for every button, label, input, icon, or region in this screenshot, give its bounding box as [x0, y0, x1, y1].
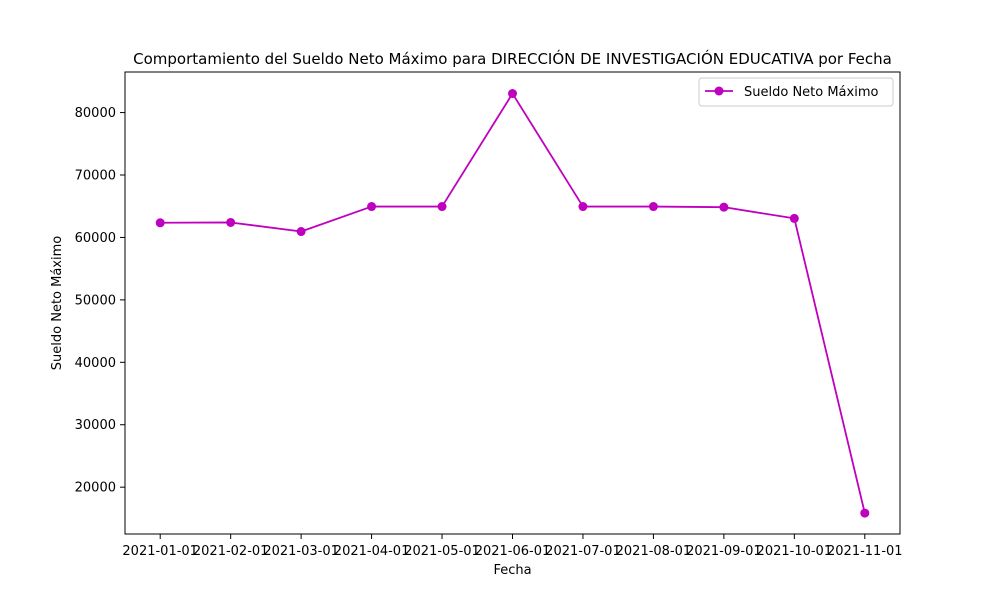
x-tick-label: 2021-09-01: [686, 544, 762, 559]
legend: Sueldo Neto Máximo: [698, 77, 894, 107]
x-tick-label: 2021-08-01: [616, 544, 692, 559]
y-tick-label: 20000: [75, 481, 116, 496]
x-axis: 2021-01-012021-02-012021-03-012021-04-01…: [122, 534, 903, 559]
y-tick-label: 70000: [75, 169, 116, 184]
data-point: [437, 202, 447, 212]
x-tick-label: 2021-01-01: [122, 544, 198, 559]
data-point: [367, 202, 377, 212]
legend-marker-swatch: [714, 86, 724, 96]
y-tick-label: 30000: [75, 418, 116, 433]
data-point: [578, 202, 588, 212]
data-point: [719, 202, 729, 212]
x-tick-label: 2021-03-01: [263, 544, 339, 559]
data-point: [155, 218, 165, 228]
x-tick-label: 2021-07-01: [545, 544, 621, 559]
x-tick-label: 2021-11-01: [827, 544, 903, 559]
y-tick-label: 50000: [75, 293, 116, 308]
data-point: [508, 89, 517, 99]
y-axis: 20000 30000 40000 50000 60000 70000 80000: [75, 106, 125, 496]
y-tick-label: 40000: [75, 356, 116, 371]
data-point: [296, 227, 306, 237]
x-tick-label: 2021-10-01: [757, 544, 833, 559]
data-point: [648, 202, 658, 212]
x-tick-label: 2021-02-01: [193, 544, 269, 559]
data-point: [789, 213, 799, 223]
legend-entry-label: Sueldo Neto Máximo: [744, 85, 878, 100]
data-point: [860, 508, 870, 518]
legend-box: [698, 77, 894, 107]
x-tick-label: 2021-05-01: [404, 544, 480, 559]
chart-title: Comportamiento del Sueldo Neto Máximo pa…: [133, 49, 892, 68]
y-tick-label: 80000: [75, 106, 116, 121]
series-layer: [155, 89, 870, 518]
y-tick-label: 60000: [75, 231, 116, 246]
x-axis-label: Fecha: [493, 563, 531, 578]
y-axis-label: Sueldo Neto Máximo: [50, 236, 65, 370]
x-tick-label: 2021-04-01: [334, 544, 410, 559]
data-point: [226, 217, 236, 227]
x-tick-label: 2021-06-01: [475, 544, 551, 559]
